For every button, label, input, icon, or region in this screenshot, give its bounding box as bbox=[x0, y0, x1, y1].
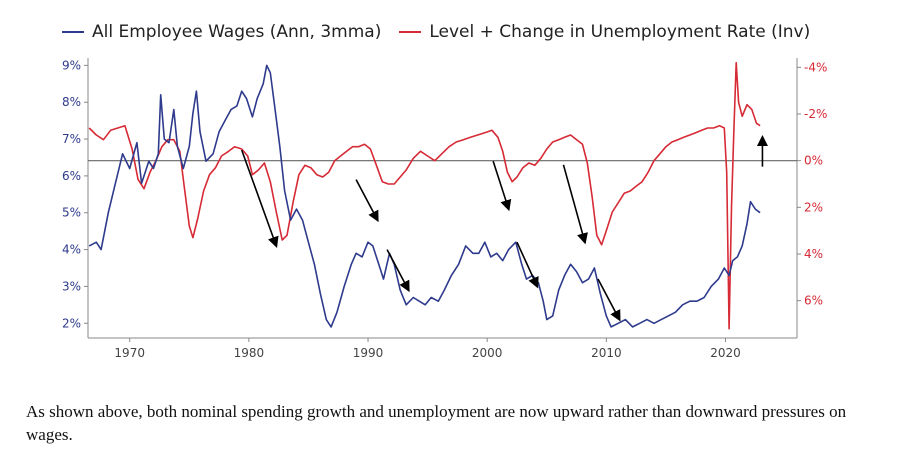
annotation-arrow bbox=[240, 149, 279, 249]
x-tick-label: 1980 bbox=[234, 346, 265, 360]
x-tick-label: 2020 bbox=[710, 346, 741, 360]
y-left-tick-label: 5% bbox=[62, 206, 81, 220]
legend-label-wages: All Employee Wages (Ann, 3mma) bbox=[92, 22, 382, 42]
y-right-tick-label: 0% bbox=[804, 154, 823, 168]
annotation-arrow bbox=[492, 160, 512, 212]
annotation-arrow bbox=[597, 278, 621, 322]
wages-series-line bbox=[88, 64, 761, 328]
y-right-tick-label: 6% bbox=[804, 294, 823, 308]
x-tick-label: 1990 bbox=[353, 346, 384, 360]
legend: All Employee Wages (Ann, 3mma) Level + C… bbox=[62, 14, 810, 50]
caption-text: As shown above, both nominal spending gr… bbox=[26, 402, 847, 444]
y-left-tick-label: 3% bbox=[62, 279, 81, 293]
y-left-tick-label: 4% bbox=[62, 243, 81, 257]
y-right-tick-label: 4% bbox=[804, 247, 823, 261]
y-right-tick-label: 2% bbox=[804, 200, 823, 214]
y-right-tick-label: -2% bbox=[804, 107, 827, 121]
annotation-arrow bbox=[516, 241, 539, 289]
y-left-tick-label: 9% bbox=[62, 58, 81, 72]
x-tick-label: 2000 bbox=[472, 346, 503, 360]
unemployment-series-line bbox=[88, 61, 761, 330]
annotation-arrow bbox=[355, 179, 379, 223]
legend-swatch-unemployment bbox=[399, 31, 422, 33]
y-right-tick-label: -4% bbox=[804, 60, 827, 74]
annotation-arrow bbox=[562, 164, 588, 245]
legend-swatch-wages bbox=[62, 31, 84, 33]
y-left-tick-label: 7% bbox=[62, 132, 81, 146]
legend-item-wages: All Employee Wages (Ann, 3mma) bbox=[62, 22, 381, 42]
annotation-arrow bbox=[386, 249, 410, 293]
line-chart: 2% 3% 4% 5% 6% 7% 8% 9% -4% -2% 0% 2% 4% 6% 1970 1980 19… bbox=[62, 58, 827, 360]
x-tick-label: 2010 bbox=[591, 346, 622, 360]
y-left-tick-label: 2% bbox=[62, 316, 81, 330]
x-tick-label: 1970 bbox=[114, 346, 145, 360]
legend-item-unemployment: Level + Change in Unemployment Rate (Inv… bbox=[399, 22, 810, 42]
y-left-tick-label: 6% bbox=[62, 169, 81, 183]
legend-label-unemployment: Level + Change in Unemployment Rate (Inv… bbox=[429, 22, 811, 42]
y-left-tick-label: 8% bbox=[62, 95, 81, 109]
